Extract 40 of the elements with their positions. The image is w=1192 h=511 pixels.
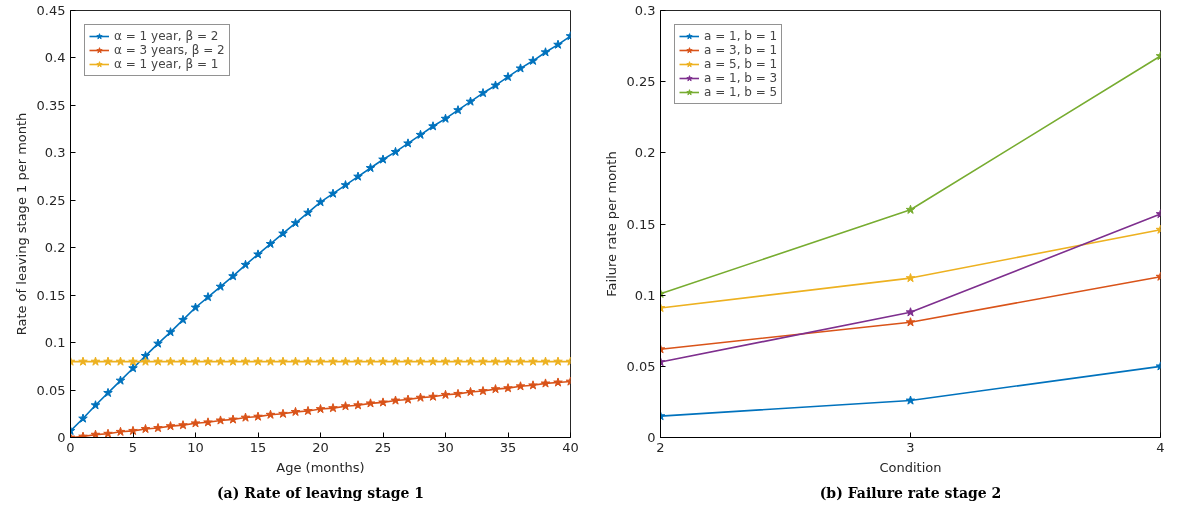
y-tick-label: 0.25 <box>626 74 656 90</box>
y-tick-label: 0.2 <box>634 145 656 161</box>
x-tick-label: 35 <box>499 439 517 455</box>
legend-label: a = 5, b = 1 <box>704 57 778 71</box>
legend-label: a = 1, b = 3 <box>704 71 778 85</box>
legend-label: α = 1 year, β = 2 <box>114 29 219 43</box>
y-axis-title: Rate of leaving stage 1 per month <box>13 112 29 336</box>
legend-label: a = 1, b = 1 <box>704 29 778 43</box>
x-tick-label: 20 <box>312 439 329 455</box>
y-tick-label: 0.15 <box>36 287 66 303</box>
text: (a) Rate of leaving stage 1 <box>216 484 425 501</box>
legend-label: α = 3 years, β = 2 <box>114 43 225 57</box>
text: (b) Failure rate stage 2 <box>819 484 1002 501</box>
x-tick-label: 10 <box>187 439 204 455</box>
y-axis-title: Failure rate per month <box>603 151 619 297</box>
y-tick-label: 0.25 <box>36 192 66 208</box>
x-tick-label: 4 <box>1156 439 1165 455</box>
x-axis-title: Age (months) <box>276 459 365 475</box>
legend-label: α = 1 year, β = 1 <box>114 57 219 71</box>
x-tick-label: 40 <box>562 439 579 455</box>
y-tick-label: 0.4 <box>44 50 66 66</box>
x-tick-label: 15 <box>249 439 267 455</box>
legend-label: a = 3, b = 1 <box>704 43 778 57</box>
y-tick-label: 0.15 <box>626 216 656 232</box>
y-tick-label: 0.35 <box>36 97 66 113</box>
y-tick-label: 0.45 <box>36 3 66 18</box>
y-tick-label: 0.05 <box>626 358 656 374</box>
y-tick-label: 0.1 <box>634 287 656 303</box>
y-tick-label: 0.2 <box>44 240 66 256</box>
x-tick-label: 3 <box>906 439 915 455</box>
x-tick-label: 2 <box>656 439 665 455</box>
y-tick-label: 0.3 <box>634 3 656 18</box>
x-tick-label: 30 <box>437 439 454 455</box>
y-tick-label: 0.05 <box>36 382 66 398</box>
x-tick-label: 5 <box>128 439 138 455</box>
x-axis-title: Condition <box>879 459 942 475</box>
x-tick-label: 25 <box>374 439 392 455</box>
legend-label: a = 1, b = 5 <box>704 85 778 99</box>
y-tick-label: 0.1 <box>44 335 66 351</box>
y-tick-label: 0.3 <box>44 145 66 161</box>
